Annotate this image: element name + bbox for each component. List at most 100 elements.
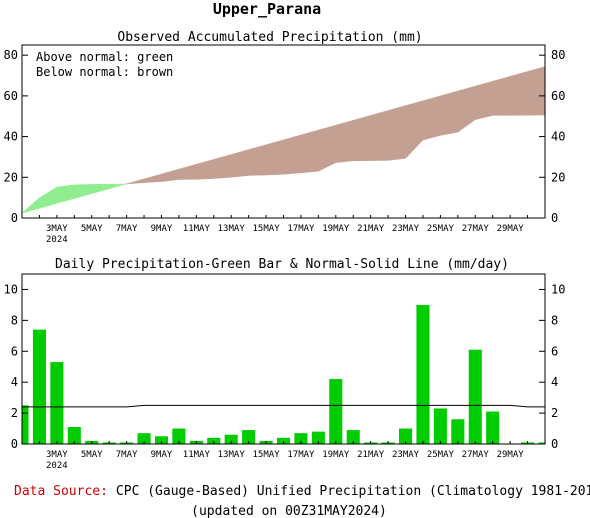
below-normal-area — [283, 134, 302, 175]
accum-xtick-label: 29MAY — [497, 224, 525, 234]
daily-ytick-label-right: 0 — [551, 437, 558, 451]
data-source-footer: Data Source: CPC (Gauge-Based) Unified Pr… — [14, 484, 590, 499]
accum-ytick-label-left: 20 — [4, 170, 18, 184]
below-normal-area — [335, 119, 354, 163]
daily-bar — [50, 362, 64, 444]
accum-xtick-label: 13MAY — [218, 224, 246, 234]
data-source-text: CPC (Gauge-Based) Unified Precipitation … — [116, 484, 590, 499]
daily-ytick-label-left: 6 — [11, 344, 18, 358]
accum-xtick-label: 25MAY — [427, 224, 455, 234]
daily-bar — [32, 329, 46, 444]
daily-xtick-label: 27MAY — [462, 450, 490, 460]
accum-xtick-label: 11MAY — [183, 224, 211, 234]
below-normal-area — [475, 80, 493, 121]
above-normal-area — [91, 183, 110, 194]
below-normal-area — [457, 85, 476, 133]
daily-bar — [224, 434, 238, 444]
daily-bar — [346, 430, 360, 444]
legend-below-normal: Below normal: brown — [36, 65, 173, 79]
daily-xtick-label: 25MAY — [427, 450, 455, 460]
below-normal-area — [265, 139, 284, 176]
daily-ytick-label-left: 4 — [11, 375, 18, 389]
daily-normal-line — [22, 404, 545, 408]
below-normal-area — [126, 178, 145, 185]
below-normal-area — [300, 129, 319, 174]
accum-xtick-label: 19MAY — [322, 224, 350, 234]
accum-ytick-label-left: 80 — [4, 48, 18, 62]
daily-bar — [22, 405, 29, 444]
accum-year-label: 2024 — [46, 235, 68, 245]
accum-ytick-label-right: 80 — [551, 48, 565, 62]
daily-bar — [538, 442, 545, 444]
daily-bars-group — [22, 304, 545, 444]
accum-xtick-label: 5MAY — [81, 224, 103, 234]
above-normal-area — [21, 197, 40, 214]
daily-bar — [242, 430, 256, 444]
accum-xtick-label: 23MAY — [392, 224, 420, 234]
daily-xtick-label: 7MAY — [116, 450, 138, 460]
accumulated-precip-chart: Observed Accumulated Precipitation (mm) … — [4, 30, 566, 245]
above-normal-area — [74, 184, 92, 199]
below-normal-area — [230, 149, 249, 178]
daily-bar — [451, 419, 465, 444]
accum-xtick-label: 27MAY — [462, 224, 490, 234]
above-normal-area — [39, 186, 58, 209]
daily-xtick-label: 13MAY — [218, 450, 246, 460]
below-normal-area — [440, 90, 459, 136]
daily-bar — [329, 379, 343, 444]
below-normal-area — [509, 71, 528, 116]
accum-xtick-label: 7MAY — [116, 224, 138, 234]
daily-xtick-label: 17MAY — [287, 450, 315, 460]
daily-xtick-label: 19MAY — [322, 450, 350, 460]
daily-bar — [172, 428, 186, 444]
accum-xtick-label: 9MAY — [151, 224, 173, 234]
daily-ytick-label-right: 10 — [551, 282, 565, 296]
accum-ytick-label-right: 60 — [551, 89, 565, 103]
daily-ytick-label-left: 2 — [11, 406, 18, 420]
daily-xtick-label: 29MAY — [497, 450, 525, 460]
accumulated-chart-title: Observed Accumulated Precipitation (mm) — [117, 30, 422, 45]
below-normal-area — [161, 168, 180, 182]
legend-above-normal: Above normal: green — [36, 50, 173, 64]
daily-ytick-label-right: 6 — [551, 344, 558, 358]
daily-normal-line-group — [22, 404, 545, 408]
accumulated-fill-group — [21, 66, 546, 214]
below-normal-area — [352, 115, 371, 162]
daily-bar — [207, 437, 221, 444]
accum-xtick-label: 3MAY — [46, 224, 68, 234]
daily-bar — [468, 349, 482, 444]
accumulated-axes: 0 0 20 20 40 40 60 60 80 80 3MAY 5MAY 7MAY 9MAY 11MAY 1… — [4, 48, 566, 245]
daily-ytick-label-right: 2 — [551, 406, 558, 420]
daily-xtick-label: 3MAY — [46, 450, 68, 460]
daily-ytick-label-right: 4 — [551, 375, 558, 389]
daily-bar — [67, 427, 81, 444]
below-normal-area — [527, 66, 546, 116]
accum-xtick-label: 21MAY — [357, 224, 385, 234]
below-normal-area — [178, 163, 197, 180]
below-normal-area — [422, 95, 441, 141]
daily-xtick-label: 9MAY — [151, 450, 173, 460]
updated-timestamp: (updated on 00Z31MAY2024) — [191, 504, 387, 518]
daily-xtick-label: 15MAY — [253, 450, 281, 460]
accum-xtick-label: 15MAY — [253, 224, 281, 234]
accum-ytick-label-left: 40 — [4, 130, 18, 144]
daily-xtick-label: 11MAY — [183, 450, 211, 460]
accum-xtick-label: 17MAY — [287, 224, 315, 234]
accum-ytick-label-right: 0 — [551, 211, 558, 225]
below-normal-area — [248, 144, 267, 176]
daily-bar — [433, 408, 447, 444]
daily-bar — [294, 433, 308, 444]
daily-bar — [416, 304, 430, 444]
daily-ytick-label-left: 8 — [11, 313, 18, 327]
accum-ytick-label-right: 40 — [551, 130, 565, 144]
below-normal-area — [143, 173, 162, 183]
below-normal-area — [387, 105, 406, 161]
above-normal-area — [108, 183, 126, 190]
daily-bar — [486, 411, 500, 444]
below-normal-area — [405, 100, 424, 159]
below-normal-area — [213, 154, 232, 179]
below-normal-area — [492, 76, 511, 116]
accum-ytick-label-left: 60 — [4, 89, 18, 103]
below-normal-area — [196, 159, 215, 180]
